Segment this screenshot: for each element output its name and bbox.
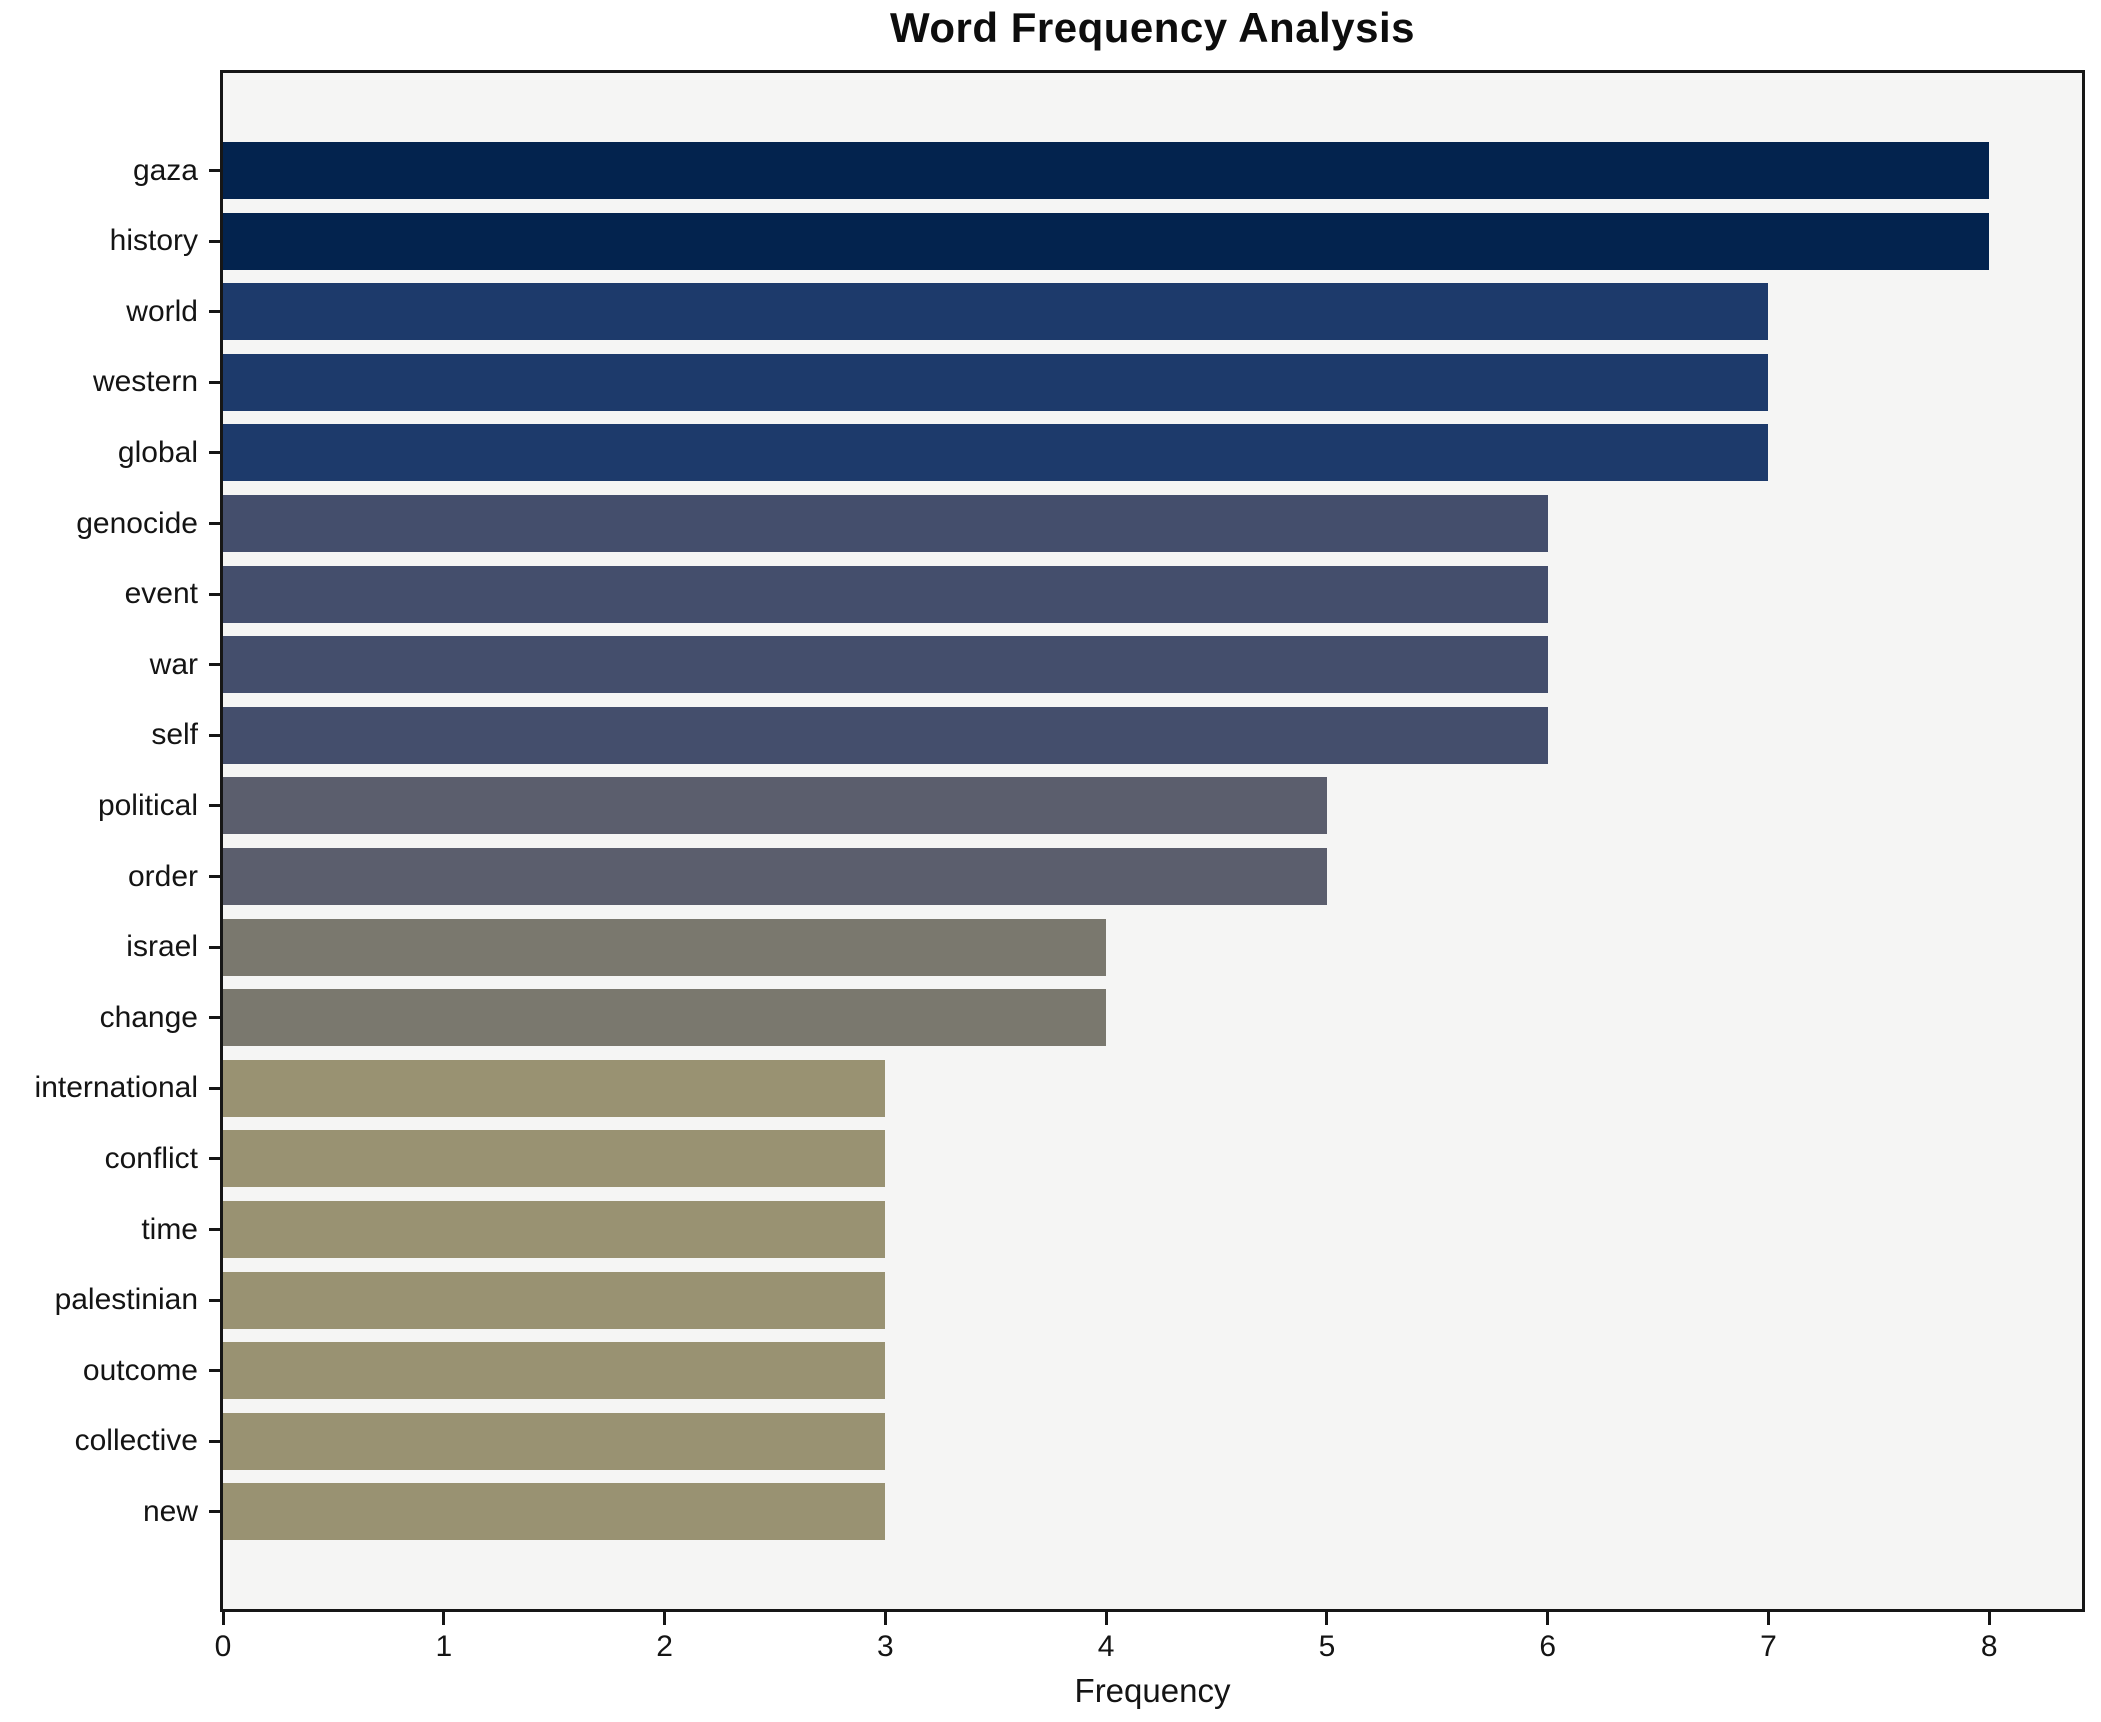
y-tick-label-outcome: outcome bbox=[82, 1353, 198, 1387]
x-tick-mark bbox=[1546, 1612, 1550, 1625]
bar-self bbox=[223, 706, 1548, 764]
y-tick-mark bbox=[209, 1157, 220, 1161]
y-tick-mark bbox=[209, 380, 220, 384]
y-tick-mark bbox=[209, 310, 220, 314]
y-tick-mark bbox=[209, 1228, 220, 1231]
bar-global bbox=[223, 424, 1769, 482]
x-tick-label-8: 8 bbox=[1980, 1630, 1998, 1663]
y-tick-label-collective: collective bbox=[74, 1424, 198, 1458]
x-tick-mark bbox=[663, 1612, 667, 1625]
x-tick-label-7: 7 bbox=[1760, 1630, 1777, 1663]
x-tick-mark bbox=[1325, 1612, 1329, 1625]
x-tick-label-2: 2 bbox=[656, 1630, 673, 1663]
x-tick-mark bbox=[1766, 1612, 1770, 1625]
x-tick-mark bbox=[1987, 1612, 1991, 1625]
x-tick-mark bbox=[883, 1612, 887, 1625]
x-tick-label-6: 6 bbox=[1539, 1630, 1557, 1663]
y-tick-mark bbox=[209, 663, 220, 667]
y-tick-label-international: international bbox=[34, 1071, 198, 1105]
bar-war bbox=[223, 636, 1548, 694]
y-tick-mark bbox=[209, 1298, 220, 1302]
y-tick-mark bbox=[209, 945, 220, 949]
y-tick-mark bbox=[209, 804, 220, 808]
y-tick-label-political: political bbox=[97, 788, 198, 822]
y-tick-label-history: history bbox=[109, 224, 198, 258]
y-tick-label-new: new bbox=[142, 1494, 198, 1528]
y-tick-label-israel: israel bbox=[126, 930, 198, 964]
x-tick-mark bbox=[221, 1612, 225, 1625]
y-tick-label-event: event bbox=[124, 577, 198, 611]
y-tick-mark bbox=[209, 1016, 220, 1020]
bar-outcome bbox=[223, 1342, 886, 1400]
x-axis-title: Frequency bbox=[1074, 1672, 1231, 1709]
y-tick-mark bbox=[209, 1086, 220, 1090]
y-tick-mark bbox=[209, 1510, 220, 1514]
y-tick-mark bbox=[209, 239, 220, 243]
x-tick-label-3: 3 bbox=[877, 1630, 894, 1663]
bar-palestinian bbox=[223, 1271, 886, 1329]
bar-world bbox=[223, 283, 1769, 341]
bar-event bbox=[223, 565, 1548, 623]
y-tick-mark bbox=[209, 592, 220, 596]
y-tick-label-global: global bbox=[117, 435, 198, 469]
y-tick-label-time: time bbox=[141, 1212, 198, 1246]
bar-genocide bbox=[223, 495, 1548, 552]
bar-israel bbox=[223, 918, 1107, 976]
y-tick-label-gaza: gaza bbox=[132, 153, 198, 187]
y-tick-label-order: order bbox=[127, 859, 198, 893]
y-tick-label-palestinian: palestinian bbox=[54, 1283, 198, 1317]
bar-history bbox=[223, 212, 1990, 270]
y-tick-mark bbox=[209, 1369, 220, 1373]
y-tick-mark bbox=[209, 875, 220, 878]
bar-international bbox=[223, 1059, 886, 1117]
bar-political bbox=[223, 777, 1327, 835]
bar-western bbox=[223, 353, 1769, 411]
y-tick-label-conflict: conflict bbox=[104, 1141, 198, 1175]
y-tick-label-change: change bbox=[99, 1000, 198, 1034]
bar-change bbox=[223, 989, 1107, 1047]
plot-area bbox=[220, 70, 2085, 1612]
y-tick-mark bbox=[209, 733, 220, 737]
chart-title: Word Frequency Analysis bbox=[890, 4, 1415, 51]
x-tick-label-1: 1 bbox=[435, 1630, 453, 1663]
y-tick-label-self: self bbox=[151, 718, 198, 752]
bar-new bbox=[223, 1483, 886, 1541]
y-tick-label-western: western bbox=[92, 365, 198, 399]
x-tick-label-4: 4 bbox=[1097, 1630, 1115, 1663]
y-tick-label-genocide: genocide bbox=[76, 506, 198, 540]
bar-order bbox=[223, 848, 1327, 905]
x-tick-label-0: 0 bbox=[214, 1630, 232, 1663]
x-tick-label-5: 5 bbox=[1318, 1630, 1336, 1663]
y-tick-mark bbox=[209, 1439, 220, 1443]
y-tick-label-war: war bbox=[149, 647, 198, 681]
y-tick-mark bbox=[209, 522, 220, 525]
y-tick-mark bbox=[209, 451, 220, 455]
bar-time bbox=[223, 1201, 886, 1258]
x-tick-mark bbox=[442, 1612, 446, 1625]
bar-conflict bbox=[223, 1130, 886, 1188]
y-tick-label-world: world bbox=[126, 294, 198, 328]
bar-collective bbox=[223, 1412, 886, 1470]
bar-gaza bbox=[223, 142, 1990, 199]
y-tick-mark bbox=[209, 169, 220, 172]
x-tick-mark bbox=[1104, 1612, 1108, 1625]
